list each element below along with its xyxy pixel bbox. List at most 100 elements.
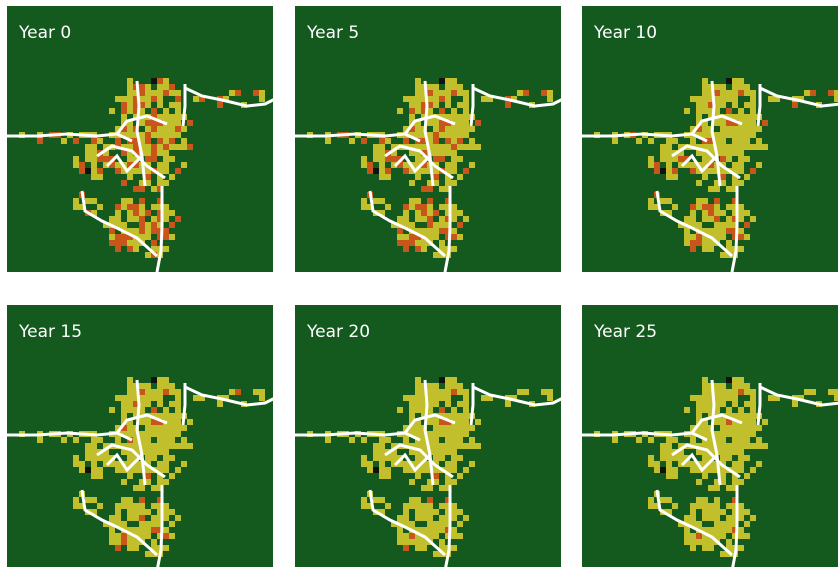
land-cell xyxy=(439,150,445,156)
land-cell xyxy=(714,509,720,515)
land-cell xyxy=(750,401,756,407)
land-cell xyxy=(427,527,433,533)
land-cell xyxy=(145,126,151,132)
land-cell xyxy=(660,455,666,461)
land-cell xyxy=(163,425,169,431)
land-cell xyxy=(451,431,457,437)
land-cell xyxy=(732,198,738,204)
land-cell xyxy=(648,162,654,168)
land-cell xyxy=(750,443,756,449)
land-cell xyxy=(157,509,163,515)
land-cell xyxy=(690,234,696,240)
land-cell xyxy=(157,234,163,240)
land-cell xyxy=(133,467,139,473)
land-cell xyxy=(445,168,451,174)
land-cell xyxy=(469,126,475,132)
land-cell xyxy=(738,467,744,473)
land-cell xyxy=(373,150,379,156)
land-cell xyxy=(475,443,481,449)
land-cell xyxy=(720,443,726,449)
land-cell xyxy=(696,395,702,401)
land-cell xyxy=(750,144,756,150)
land-cell xyxy=(409,198,415,204)
land-cell xyxy=(666,150,672,156)
land-cell xyxy=(403,539,409,545)
land-cell xyxy=(109,533,115,539)
land-cell xyxy=(139,485,145,491)
land-cell xyxy=(732,377,738,383)
panel-label: Year 25 xyxy=(593,322,657,342)
land-cell xyxy=(361,497,367,503)
land-cell xyxy=(714,144,720,150)
land-cell xyxy=(457,413,463,419)
land-cell xyxy=(433,425,439,431)
land-cell xyxy=(151,120,157,126)
land-cell xyxy=(666,437,672,443)
land-cell xyxy=(666,473,672,479)
land-cell xyxy=(121,132,127,138)
land-cell xyxy=(666,174,672,180)
land-cell xyxy=(702,132,708,138)
land-cell xyxy=(133,527,139,533)
land-cell xyxy=(475,120,481,126)
road xyxy=(472,86,566,108)
land-cell xyxy=(690,395,696,401)
land-cell xyxy=(445,413,451,419)
land-cell xyxy=(726,389,732,395)
land-cell xyxy=(367,467,373,473)
land-cell xyxy=(115,425,121,431)
land-cell xyxy=(157,383,163,389)
land-cell xyxy=(702,240,708,246)
land-cell xyxy=(415,210,421,216)
land-cell xyxy=(445,461,451,467)
land-cell xyxy=(91,497,97,503)
land-cell xyxy=(127,497,133,503)
land-cell xyxy=(139,198,145,204)
land-cell xyxy=(163,413,169,419)
land-cell xyxy=(373,168,379,174)
land-cell xyxy=(714,90,720,96)
land-cell xyxy=(666,509,672,515)
land-cell xyxy=(463,401,469,407)
land-cell xyxy=(445,437,451,443)
land-cell xyxy=(163,509,169,515)
road xyxy=(115,413,168,434)
land-cell xyxy=(678,449,684,455)
land-cell xyxy=(163,527,169,533)
land-cell xyxy=(756,138,762,144)
land-cell xyxy=(415,108,421,114)
land-cell xyxy=(750,168,756,174)
land-cell xyxy=(481,96,487,102)
land-cell xyxy=(145,228,151,234)
land-cell xyxy=(97,168,103,174)
land-cell xyxy=(157,527,163,533)
land-cell xyxy=(133,132,139,138)
land-cell xyxy=(427,407,433,413)
land-cell xyxy=(403,503,409,509)
land-cell xyxy=(834,96,838,102)
land-cell xyxy=(750,413,756,419)
land-cell xyxy=(714,401,720,407)
land-cell xyxy=(708,108,714,114)
land-cell xyxy=(451,503,457,509)
land-cell xyxy=(720,425,726,431)
land-cell xyxy=(798,96,804,102)
land-cell xyxy=(433,138,439,144)
land-cell xyxy=(409,533,415,539)
land-cell xyxy=(403,521,409,527)
land-cell xyxy=(133,108,139,114)
land-cell xyxy=(666,455,672,461)
land-cell xyxy=(181,425,187,431)
land-cell xyxy=(696,401,702,407)
land-cell xyxy=(732,234,738,240)
land-cell xyxy=(648,156,654,162)
land-cell xyxy=(157,443,163,449)
land-cell xyxy=(385,156,391,162)
land-cell xyxy=(127,150,133,156)
road xyxy=(156,485,164,567)
land-cell xyxy=(684,407,690,413)
land-cell xyxy=(175,389,181,395)
land-cell xyxy=(169,401,175,407)
land-cell xyxy=(774,395,780,401)
land-cell xyxy=(223,395,229,401)
